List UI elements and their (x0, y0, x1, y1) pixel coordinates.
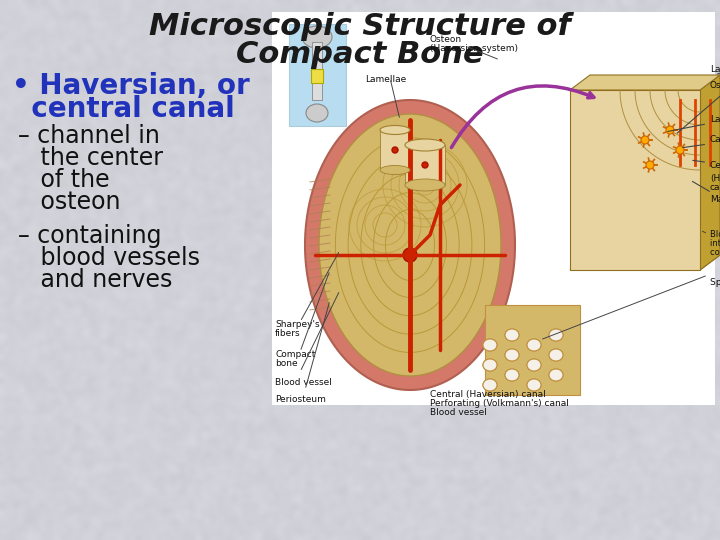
Text: and nerves: and nerves (18, 268, 172, 292)
Text: Matrix: Matrix (693, 181, 720, 205)
Text: – channel in: – channel in (18, 124, 160, 148)
Text: Blood vessel: Blood vessel (275, 378, 332, 387)
Text: Central: Central (693, 160, 720, 170)
Ellipse shape (527, 379, 541, 391)
Text: containing marrow: containing marrow (710, 248, 720, 257)
Text: Canaliculus: Canaliculus (683, 136, 720, 147)
FancyBboxPatch shape (272, 12, 715, 405)
Polygon shape (319, 114, 501, 376)
Ellipse shape (505, 329, 519, 341)
Ellipse shape (505, 349, 519, 361)
Text: Compact Bone: Compact Bone (236, 40, 484, 69)
Polygon shape (570, 255, 720, 270)
Ellipse shape (527, 359, 541, 371)
Ellipse shape (505, 369, 519, 381)
Text: Blood vessel continues: Blood vessel continues (710, 230, 720, 239)
Text: canal: canal (710, 183, 720, 192)
Text: bone: bone (275, 359, 297, 368)
Ellipse shape (527, 339, 541, 351)
Circle shape (403, 248, 417, 262)
Ellipse shape (483, 379, 497, 391)
Text: into medullary cavity: into medullary cavity (710, 239, 720, 248)
Text: Perforating (Volkmann's) canal: Perforating (Volkmann's) canal (430, 399, 569, 408)
FancyBboxPatch shape (289, 24, 346, 126)
Ellipse shape (549, 349, 563, 361)
Text: • Haversian, or: • Haversian, or (12, 72, 250, 100)
Text: central canal: central canal (12, 95, 235, 123)
Text: Periosteum: Periosteum (275, 395, 326, 404)
Text: Central (Haversian) canal: Central (Haversian) canal (430, 390, 546, 399)
Text: Sharpey's: Sharpey's (275, 320, 320, 329)
Polygon shape (570, 90, 700, 270)
Circle shape (641, 136, 649, 144)
Ellipse shape (483, 359, 497, 371)
Text: Lacuna: Lacuna (667, 116, 720, 131)
Circle shape (666, 126, 674, 134)
Ellipse shape (483, 359, 497, 371)
Text: Lamella: Lamella (710, 65, 720, 75)
Polygon shape (305, 100, 515, 390)
FancyBboxPatch shape (311, 69, 323, 83)
Text: osteon: osteon (18, 190, 120, 214)
Bar (405, 145, 445, 185)
Ellipse shape (405, 179, 445, 191)
Ellipse shape (306, 104, 328, 122)
Ellipse shape (527, 339, 541, 351)
Ellipse shape (549, 369, 563, 381)
Circle shape (392, 147, 398, 153)
Ellipse shape (549, 329, 563, 341)
Circle shape (676, 146, 684, 154)
Ellipse shape (483, 339, 497, 351)
Polygon shape (570, 75, 720, 90)
Ellipse shape (549, 369, 563, 381)
Ellipse shape (549, 329, 563, 341)
Ellipse shape (527, 379, 541, 391)
Ellipse shape (302, 26, 332, 48)
Bar (380, 130, 410, 170)
Ellipse shape (505, 329, 519, 341)
Ellipse shape (549, 349, 563, 361)
Text: fibers: fibers (275, 329, 301, 338)
Text: the center: the center (18, 146, 163, 170)
FancyBboxPatch shape (485, 305, 580, 395)
Ellipse shape (483, 339, 497, 351)
Text: of the: of the (18, 168, 109, 192)
Text: Lamellae: Lamellae (365, 75, 406, 84)
Ellipse shape (505, 349, 519, 361)
Text: blood vessels: blood vessels (18, 246, 200, 270)
Text: Osteocyte: Osteocyte (677, 80, 720, 133)
Text: Spongy bone: Spongy bone (710, 278, 720, 287)
Polygon shape (700, 75, 720, 270)
Ellipse shape (483, 379, 497, 391)
Ellipse shape (405, 139, 445, 151)
Text: Microscopic Structure of: Microscopic Structure of (149, 12, 571, 41)
Text: Osteon: Osteon (430, 35, 462, 44)
Text: (Haversian): (Haversian) (710, 174, 720, 183)
Text: Blood vessel: Blood vessel (430, 408, 487, 417)
Circle shape (646, 161, 654, 169)
Text: (Haversian system): (Haversian system) (430, 44, 518, 53)
Text: Compact: Compact (275, 350, 315, 359)
Ellipse shape (380, 165, 410, 174)
Ellipse shape (505, 369, 519, 381)
Bar (312, 42, 322, 100)
Text: – containing: – containing (18, 224, 161, 248)
Ellipse shape (380, 125, 410, 134)
Circle shape (422, 162, 428, 168)
Ellipse shape (527, 359, 541, 371)
